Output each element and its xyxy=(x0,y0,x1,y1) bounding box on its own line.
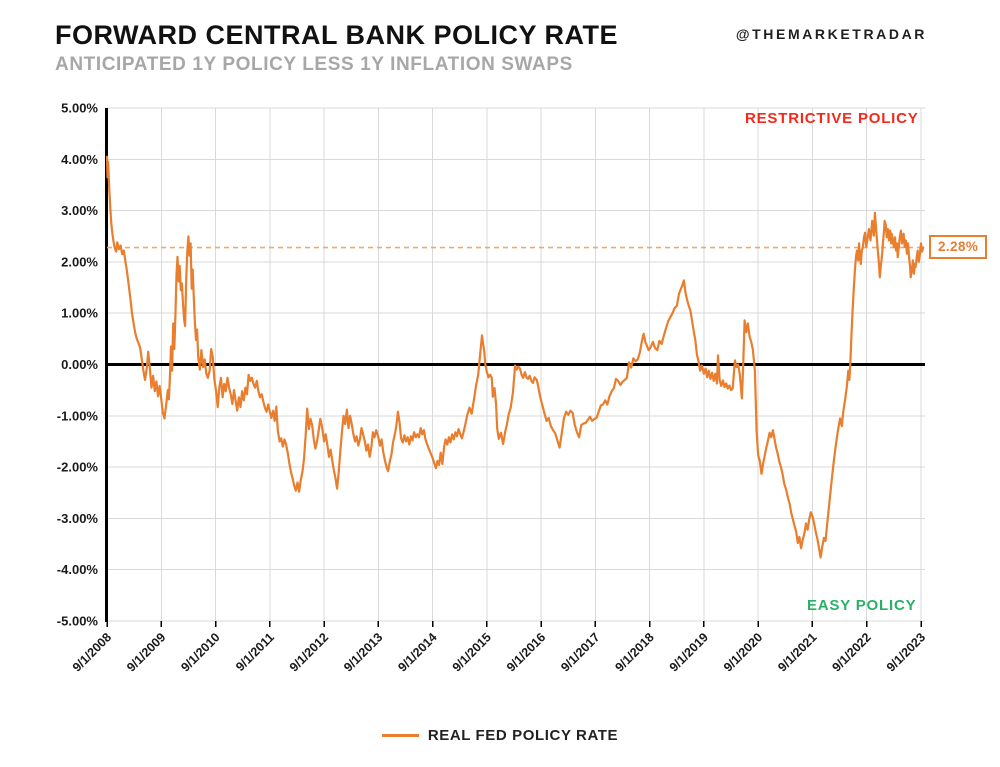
svg-text:-5.00%: -5.00% xyxy=(57,614,99,629)
svg-text:9/1/2022: 9/1/2022 xyxy=(830,630,874,674)
series-real-fed-policy-rate xyxy=(105,155,925,559)
svg-text:9/1/2016: 9/1/2016 xyxy=(504,630,548,674)
svg-text:-3.00%: -3.00% xyxy=(57,511,99,526)
easy-policy-label: EASY POLICY xyxy=(807,597,917,614)
svg-text:9/1/2018: 9/1/2018 xyxy=(612,630,656,674)
svg-text:9/1/2011: 9/1/2011 xyxy=(233,630,277,674)
svg-text:0.00%: 0.00% xyxy=(61,357,98,372)
svg-text:9/1/2020: 9/1/2020 xyxy=(721,630,765,674)
svg-text:9/1/2023: 9/1/2023 xyxy=(884,630,928,674)
x-axis-tick-labels: 9/1/2008 9/1/2009 9/1/2010 9/1/2011 9/1/2012… xyxy=(70,630,928,674)
svg-text:-2.00%: -2.00% xyxy=(57,460,99,475)
svg-text:9/1/2010: 9/1/2010 xyxy=(178,630,222,674)
svg-text:-1.00%: -1.00% xyxy=(57,408,99,423)
svg-text:9/1/2021: 9/1/2021 xyxy=(775,630,819,674)
last-value-badge: 2.28% xyxy=(929,235,988,259)
svg-text:2.00%: 2.00% xyxy=(61,254,98,269)
svg-text:9/1/2019: 9/1/2019 xyxy=(667,630,711,674)
credit-handle: @THEMARKETRADAR xyxy=(735,26,927,42)
svg-text:4.00%: 4.00% xyxy=(61,152,98,167)
svg-text:9/1/2014: 9/1/2014 xyxy=(395,630,439,674)
y-axis-tick-labels: 5.00% 4.00% 3.00% 2.00% 1.00% 0.00% -1.00% -2.0… xyxy=(57,101,99,629)
page-subtitle: ANTICIPATED 1Y POLICY LESS 1Y INFLATION … xyxy=(55,54,573,75)
svg-text:9/1/2015: 9/1/2015 xyxy=(450,630,494,674)
svg-text:-4.00%: -4.00% xyxy=(57,562,99,577)
page-title: FORWARD CENTRAL BANK POLICY RATE xyxy=(55,20,619,50)
chart-legend: REAL FED POLICY RATE xyxy=(0,727,1000,744)
restrictive-policy-label: RESTRICTIVE POLICY xyxy=(745,110,919,127)
svg-text:9/1/2009: 9/1/2009 xyxy=(124,630,168,674)
svg-text:9/1/2013: 9/1/2013 xyxy=(341,630,385,674)
legend-series-label: REAL FED POLICY RATE xyxy=(427,727,619,744)
svg-text:3.00%: 3.00% xyxy=(61,203,98,218)
svg-text:9/1/2017: 9/1/2017 xyxy=(558,630,602,674)
svg-text:5.00%: 5.00% xyxy=(61,101,98,116)
legend-line-swatch-icon xyxy=(381,734,419,737)
svg-text:9/1/2012: 9/1/2012 xyxy=(287,630,331,674)
svg-text:9/1/2008: 9/1/2008 xyxy=(70,630,114,674)
svg-text:1.00%: 1.00% xyxy=(61,306,98,321)
